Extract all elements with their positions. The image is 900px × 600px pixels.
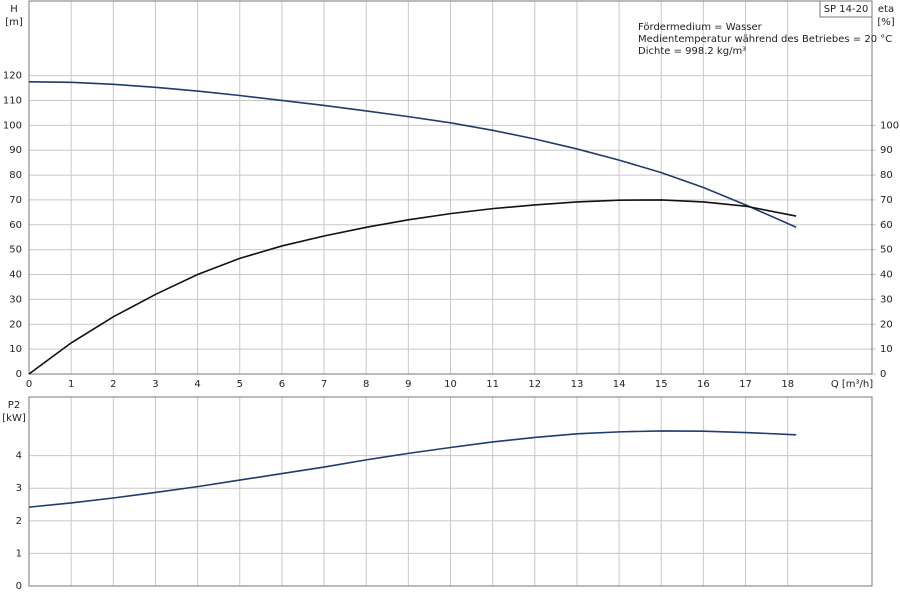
x-tick-label: 16 [697,379,710,390]
x-axis-label: Q [m³/h] [831,379,873,390]
curve [28,81,797,229]
x-tick-label: 2 [110,379,116,390]
y-tick-label: 90 [9,145,22,156]
y2-axis-unit: [%] [877,17,894,28]
product-label: SP 14-20 [824,4,869,15]
x-tick-label: 10 [444,379,457,390]
curve [28,430,797,508]
y-tick-label: 120 [3,71,22,82]
y2-axis-label: eta [878,4,894,15]
x-tick-label: 12 [528,379,541,390]
y-tick-label: 60 [9,220,22,231]
x-tick-label: 18 [781,379,794,390]
x-tick-label: 9 [405,379,411,390]
annotation: Medientemperatur während des Betriebes =… [638,34,892,45]
product-box [819,0,873,18]
x-tick-label: 14 [613,379,626,390]
x-tick-label: 4 [194,379,200,390]
y2-tick-label: 30 [880,294,893,305]
y2-tick-label: 20 [880,319,893,330]
y-axis-label: H [10,4,18,15]
y-tick-label: 100 [3,120,22,131]
x-tick-label: 11 [486,379,499,390]
y-tick-label: 40 [9,270,22,281]
y-tick-label: 1 [16,548,22,559]
y-axis-unit: [kW] [2,413,26,424]
y-tick-label: 4 [16,451,22,462]
y-tick-label: 0 [16,581,22,592]
y2-tick-label: 10 [880,344,893,355]
y2-tick-label: 40 [880,270,893,281]
x-tick-label: 1 [68,379,74,390]
y-tick-label: 80 [9,170,22,181]
annotation: Fördermedium = Wasser [638,22,763,33]
y2-tick-label: 70 [880,195,893,206]
x-tick-label: 8 [363,379,369,390]
y2-tick-label: 100 [880,120,899,131]
curve [28,199,797,375]
y2-tick-label: 60 [880,220,893,231]
y-tick-label: 0 [16,369,22,380]
x-tick-label: 0 [26,379,32,390]
x-tick-label: 17 [739,379,752,390]
y2-tick-label: 50 [880,245,893,256]
x-tick-label: 6 [279,379,285,390]
y2-tick-label: 90 [880,145,893,156]
y2-tick-label: 80 [880,170,893,181]
y-tick-label: 20 [9,319,22,330]
plot-frame [28,0,873,375]
x-tick-label: 15 [655,379,668,390]
y-tick-label: 10 [9,344,22,355]
plot-frame [28,396,873,587]
x-tick-label: 7 [321,379,327,390]
annotation: Dichte = 998.2 kg/m³ [638,46,746,57]
y-tick-label: 70 [9,195,22,206]
y-tick-label: 110 [3,95,22,106]
y-axis-label: P2 [8,400,20,411]
x-tick-label: 13 [571,379,584,390]
y-tick-label: 30 [9,294,22,305]
y-tick-label: 3 [16,483,22,494]
x-tick-label: 3 [152,379,158,390]
y-tick-label: 2 [16,516,22,527]
y-tick-label: 50 [9,245,22,256]
y-axis-unit: [m] [5,17,23,28]
y2-tick-label: 0 [880,369,886,380]
x-tick-label: 5 [237,379,243,390]
